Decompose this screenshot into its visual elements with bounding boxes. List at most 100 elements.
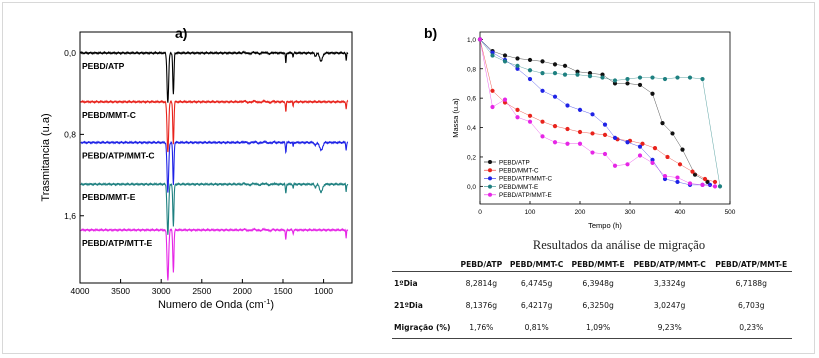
y-axis-label: Trasmitancia (u.a) [40,113,52,201]
legend-label: PEBD/ATP [499,159,530,166]
series-line [479,39,710,186]
data-point [705,179,710,185]
table-cell: 3,0247g [653,300,686,310]
legend-label: PEBD/MMT-E [499,184,538,191]
data-point [600,72,605,77]
row-label: Migração (%) [392,316,457,339]
data-point [650,157,655,162]
legend-label: PEBD/ATP/MMT-E [499,192,552,199]
data-point [552,123,558,129]
table-cell: 1,09% [567,316,629,339]
series-line [479,39,716,183]
data-point [600,75,605,80]
data-point [700,76,705,82]
legend-marker [488,168,492,173]
results-table: PEBD/ATP PEBD/MMT-C PEBD/MMT-E PEBD/ATP/MMT… [392,258,792,339]
data-point [652,146,658,151]
x-tick-label: 500 [725,209,736,216]
data-point [562,63,568,68]
spectrum-line [80,181,349,235]
x-tick-label: 1000 [314,286,333,296]
data-point [680,147,685,152]
data-point [527,76,533,82]
data-point [552,94,558,99]
x-tick-label: 2500 [192,286,211,296]
series-label: PEBD/ATP/MTT-E [82,238,153,248]
column-header: PEBD/ATP/MMT-E [710,258,792,272]
data-point [670,131,675,136]
data-point [515,66,520,71]
table-row: Migração (%) 1,76% 0,81% 1,09% 9,23% 0,23% [392,316,792,339]
spectrum-line [80,227,349,281]
panel-a-label: a) [175,25,187,41]
data-point [675,179,680,185]
table-corner [392,258,457,272]
data-point [612,163,618,168]
x-tick-label: 3000 [152,286,171,296]
table-row: 21ºDia 8,1376g 6,4217g 6,3250g 3,0247g 6,703g [392,294,792,316]
legend-marker [488,160,492,164]
table-cell: 0,23% [710,316,792,339]
y-tick-label: 1,6 [64,211,76,221]
data-point [490,88,495,93]
data-point [650,91,655,96]
data-point [662,176,668,182]
data-point [677,162,683,167]
table-header-row: PEBD/ATP PEBD/MMT-C PEBD/MMT-E PEBD/ATP/MMT… [392,258,792,272]
data-point [490,104,495,110]
data-point [707,182,713,187]
table-title: Resultados da análise de migração [532,238,706,252]
table-cell: 6,703g [737,300,765,310]
data-point [712,184,718,189]
y-tick-label: 0,2 [467,154,476,161]
data-point [515,63,520,68]
y-tick-label: 0,8 [467,66,476,73]
table-cell: 6,4217g [520,300,553,310]
x-axis-label-sup: -1 [264,297,271,306]
data-point [637,144,643,149]
x-axis-label-main: Numero de Onda (cm [158,299,264,311]
legend-label: PEBD/ATP/MMT-C [499,176,553,183]
data-point [552,71,558,76]
data-point [540,71,545,76]
series-label: PEBD/ATP/MMT-C [82,151,155,161]
table-cell: 1,76% [456,316,506,339]
data-point [625,76,630,82]
data-point [577,129,583,135]
column-header: PEBD/MMT-C [505,258,568,272]
mass-chart: 0 100 200 300 400 500 0,0 0,2 0,4 0,6 0,8 1,0 b) Temp… [424,25,736,230]
y-tick-label: 0,0 [467,184,476,191]
table-cell: 3,3324g [653,278,686,288]
data-point [665,154,670,160]
data-point [662,173,668,179]
data-point [700,182,705,187]
x-tick-label: 1500 [274,286,293,296]
y-tick-label: 0,8 [64,129,76,139]
data-point [587,74,593,79]
data-point [502,53,508,58]
x-axis-label: Tempo (h) [588,221,622,230]
x-tick-label: 3500 [111,286,130,296]
x-tick-label: 4000 [71,286,90,296]
data-point [625,162,630,167]
series-label: PEBD/MMT-C [82,110,136,120]
data-point [602,151,608,157]
series-label: PEBD/ATP [82,61,125,71]
y-tick-label: 0,6 [467,96,476,103]
x-axis-label: Numero de Onda (cm-1) [158,297,274,312]
data-point [552,62,558,67]
data-point [577,107,583,113]
data-point [687,75,693,80]
y-tick-label: 0,0 [64,48,76,58]
data-point [637,75,643,80]
data-point [587,71,593,76]
row-label: 1ºDia [394,278,418,288]
data-point [477,37,483,42]
data-point [625,81,630,86]
column-header: PEBD/ATP/MMT-C [628,258,711,272]
series-label: PEBD/MMT-E [82,192,136,202]
x-tick-label: 200 [575,209,586,216]
data-point [612,81,618,86]
panel-b-label: b) [424,25,437,41]
data-point [515,115,520,120]
